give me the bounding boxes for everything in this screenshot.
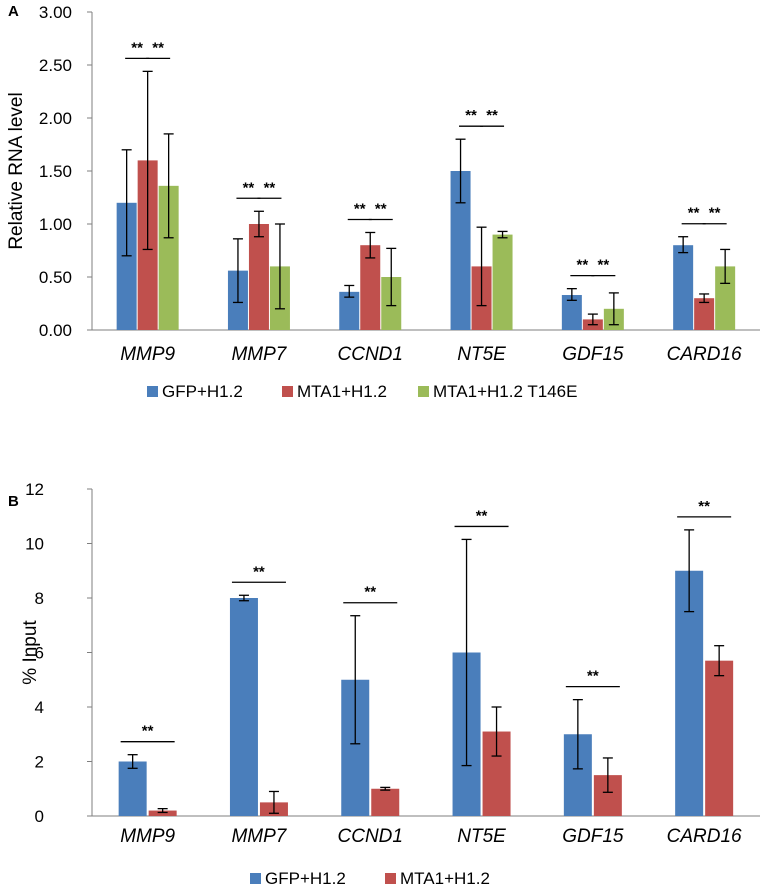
panel-label: A: [8, 3, 19, 20]
significance-marker: **: [598, 257, 610, 274]
y-axis-title: % Input: [20, 620, 41, 685]
bar-gdf15-series-1: [561, 295, 582, 330]
bar-mmp9-series-2: [148, 810, 177, 816]
significance-marker: **: [465, 107, 477, 124]
x-category-label: CARD16: [667, 344, 742, 365]
chart-panel-a: A 0.00 0.50 1.00 1.50 2.00 2.50 3.00 Relative RN…: [6, 3, 760, 401]
significance-marker: **: [688, 205, 700, 222]
significance-marker: **: [354, 200, 366, 217]
bar-ccnd1-series-2: [371, 788, 400, 816]
significance-marker: **: [577, 257, 589, 274]
y-tick-label: 6: [35, 644, 44, 663]
bar-card16-series-1: [673, 245, 694, 330]
legend-swatch: [147, 386, 158, 397]
bar-mmp9-series-1: [118, 761, 147, 816]
legend-swatch: [385, 873, 396, 884]
y-tick-label: 0: [35, 807, 44, 826]
legend-entry: MTA1+H1.2 T146E: [433, 382, 577, 401]
y-tick-label: 2: [35, 753, 44, 772]
y-tick-label: 3.00: [39, 3, 72, 22]
y-axis-title: Relative RNA level: [6, 92, 27, 249]
legend-swatch: [250, 873, 261, 884]
significance-marker: **: [142, 723, 154, 740]
y-tick-label: 2.50: [39, 56, 72, 75]
significance-marker: **: [587, 668, 599, 685]
bar-ccnd1-series-1: [339, 291, 360, 330]
bar-mmp7-series-1: [229, 598, 258, 816]
bar-mmp9-series-1: [116, 202, 137, 330]
x-category-label: NT5E: [457, 344, 506, 365]
x-category-label: MMP9: [120, 344, 175, 365]
x-category-label: NT5E: [457, 826, 506, 847]
y-tick-label: 2.00: [39, 109, 72, 128]
x-category-label: CARD16: [667, 826, 742, 847]
legend-entry: GFP+H1.2: [162, 382, 243, 401]
y-tick-label: 0.50: [39, 268, 72, 287]
x-category-label: GDF15: [562, 826, 624, 847]
significance-marker: **: [486, 107, 498, 124]
significance-marker: **: [131, 39, 143, 56]
legend-entry: MTA1+H1.2: [297, 382, 387, 401]
y-tick-label: 4: [35, 698, 44, 717]
x-category-label: CCND1: [338, 826, 403, 847]
significance-marker: **: [375, 200, 387, 217]
significance-marker: **: [709, 205, 721, 222]
y-tick-label: 1.00: [39, 215, 72, 234]
significance-marker: **: [253, 563, 265, 580]
y-tick-label: 12: [25, 480, 44, 499]
bar-card16-series-3: [715, 266, 736, 330]
significance-marker: **: [264, 179, 276, 196]
bar-ccnd1-series-2: [360, 245, 381, 330]
legend-entry: GFP+H1.2: [265, 869, 346, 888]
bar-nt5e-series-1: [450, 171, 471, 330]
bar-card16-series-2: [705, 660, 734, 816]
significance-marker: **: [698, 498, 710, 515]
panel-label: B: [8, 493, 19, 510]
legend-swatch: [282, 386, 293, 397]
legend-entry: MTA1+H1.2: [400, 869, 490, 888]
x-category-label: MMP9: [120, 826, 175, 847]
x-category-label: CCND1: [338, 344, 403, 365]
chart-panel-b: B 0 2 4 6 8 10 12 % Input ** MMP9 ** MMP7 ** CCND1 ** NT…: [8, 480, 760, 888]
bar-mmp9-series-3: [158, 185, 179, 330]
y-tick-label: 1.50: [39, 162, 72, 181]
x-category-label: MMP7: [231, 826, 287, 847]
bar-mmp7-series-2: [248, 224, 269, 330]
y-tick-label: 10: [25, 535, 44, 554]
y-tick-label: 0.00: [39, 321, 72, 340]
y-tick-label: 8: [35, 589, 44, 608]
legend-swatch: [418, 386, 429, 397]
significance-marker: **: [476, 507, 488, 524]
bar-card16-series-2: [694, 298, 715, 330]
significance-marker: **: [243, 179, 255, 196]
x-category-label: MMP7: [231, 344, 287, 365]
significance-marker: **: [152, 39, 164, 56]
significance-marker: **: [364, 584, 376, 601]
x-category-label: GDF15: [562, 344, 624, 365]
bar-nt5e-series-3: [492, 234, 513, 330]
